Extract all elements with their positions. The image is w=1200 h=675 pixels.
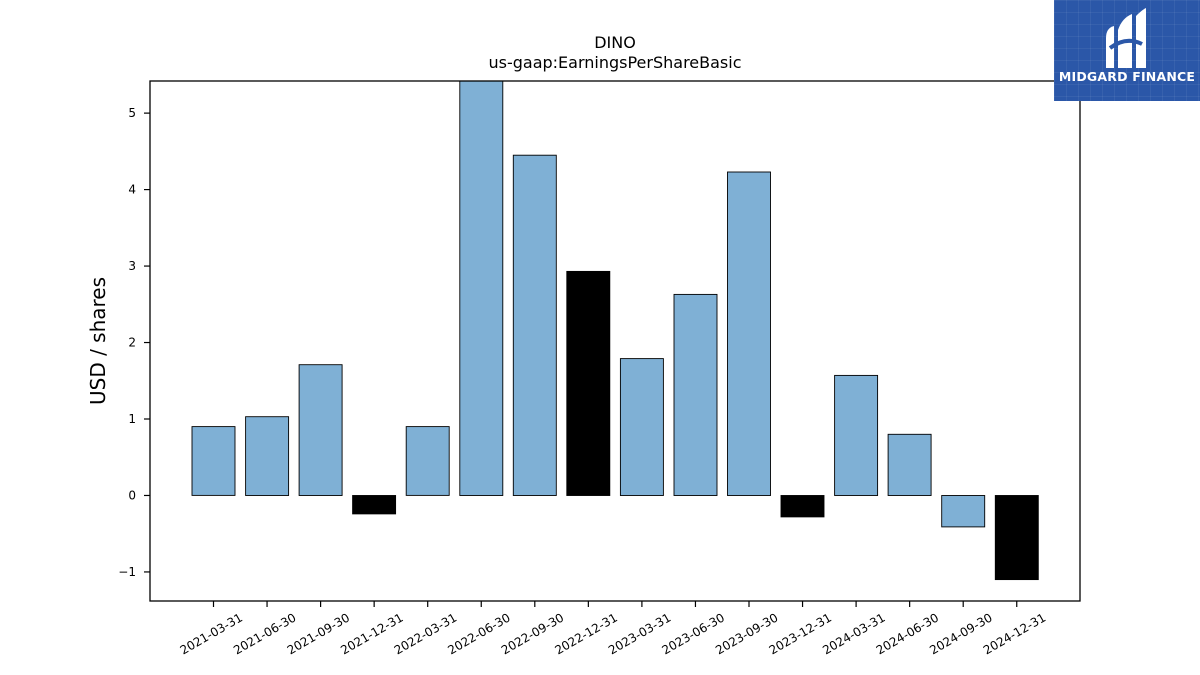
brand-logo: MIDGARD FINANCE — [1054, 0, 1200, 101]
y-tick-label: 0 — [128, 488, 136, 502]
bar-2024-12-31 — [994, 495, 1039, 581]
midgard-m-logo-icon — [1106, 8, 1146, 68]
bars-layer — [191, 80, 1039, 581]
y-tick-label: 4 — [128, 183, 136, 197]
y-tick-label: 5 — [128, 106, 136, 120]
y-axis-ticks: −1 0 1 2 3 4 5 — [118, 106, 150, 579]
chart-subtitle: us-gaap:EarningsPerShareBasic — [488, 53, 741, 72]
x-axis-ticks: 2021-03-312021-06-302021-09-302021-12-31… — [178, 601, 1048, 657]
bar-2023-06-30 — [673, 293, 718, 496]
y-axis-label: USD / shares — [86, 277, 110, 405]
y-tick-label: 3 — [128, 259, 136, 273]
y-tick-label: 1 — [128, 412, 136, 426]
bar-2021-09-30 — [298, 364, 343, 496]
bar-2023-12-31 — [780, 495, 825, 518]
bar-2022-12-31 — [566, 270, 611, 496]
bar-2021-12-31 — [352, 495, 397, 515]
bar-2021-03-31 — [191, 426, 236, 496]
chart-title: DINO — [594, 33, 636, 52]
bar-2024-09-30 — [941, 495, 986, 528]
bar-2024-06-30 — [887, 433, 932, 496]
bar-2022-06-30 — [459, 80, 504, 496]
bar-2022-09-30 — [512, 154, 557, 496]
bar-2023-03-31 — [619, 358, 664, 496]
y-tick-label: −1 — [118, 565, 136, 579]
brand-name: MIDGARD FINANCE — [1058, 69, 1196, 84]
y-tick-label: 2 — [128, 336, 136, 350]
bar-2023-09-30 — [727, 171, 771, 496]
bar-2024-03-31 — [834, 374, 879, 496]
bar-2021-06-30 — [245, 416, 290, 496]
bar-2022-03-31 — [405, 426, 450, 496]
plot-frame — [149, 80, 1081, 602]
